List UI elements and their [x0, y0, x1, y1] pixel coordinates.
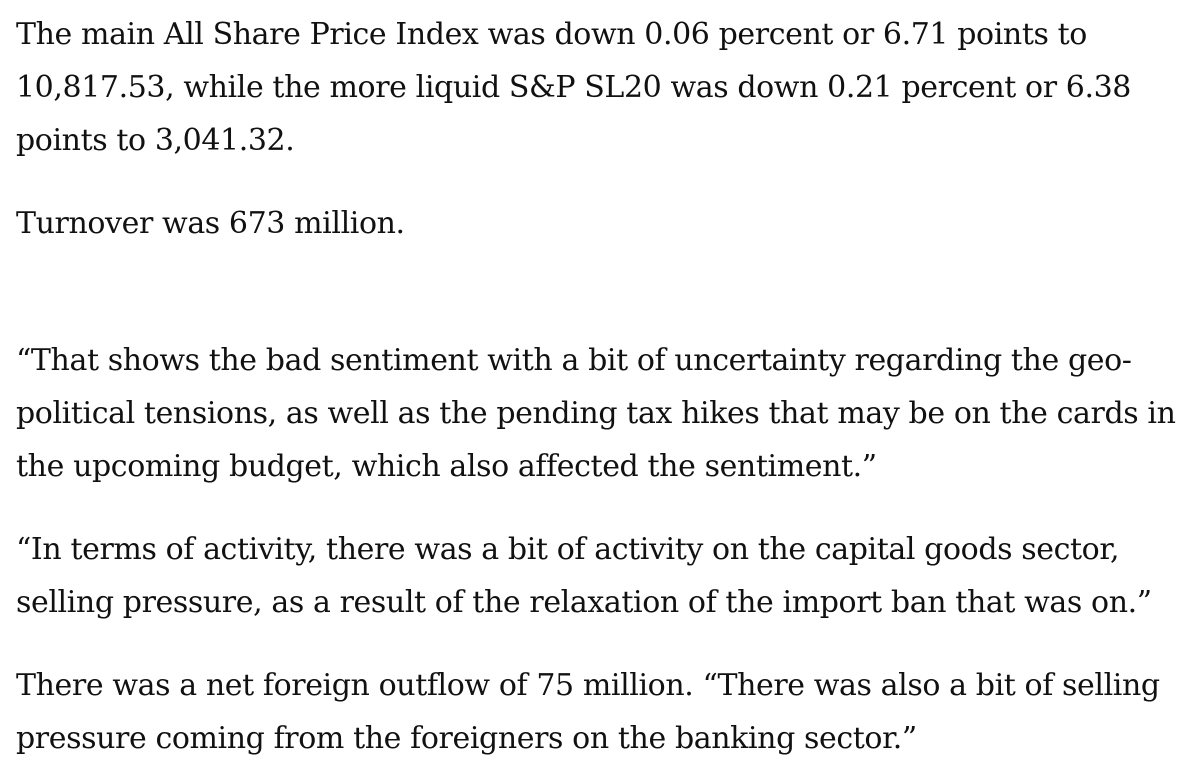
- paragraph-turnover: Turnover was 673 million.: [16, 206, 405, 241]
- paragraph-spacer: [16, 493, 1196, 523]
- article-body: The main All Share Price Index was down …: [16, 8, 1196, 765]
- paragraph-spacer: [16, 167, 1196, 197]
- paragraph-activity-quote: “In terms of activity, there was a bit o…: [16, 532, 1152, 620]
- paragraph-index-summary: The main All Share Price Index was down …: [16, 17, 1131, 158]
- paragraph-sentiment-quote: “That shows the bad sentiment with a bit…: [16, 343, 1176, 484]
- paragraph-foreign-outflow: There was a net foreign outflow of 75 mi…: [16, 668, 1160, 756]
- paragraph-spacer: [16, 250, 1196, 334]
- paragraph-spacer: [16, 629, 1196, 659]
